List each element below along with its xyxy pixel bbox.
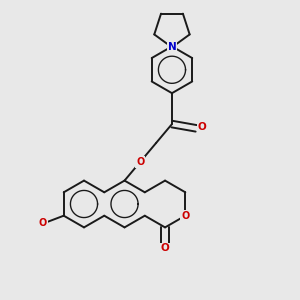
Text: N: N <box>168 42 176 52</box>
Text: O: O <box>198 122 207 132</box>
Text: O: O <box>136 157 145 167</box>
Text: O: O <box>161 243 170 254</box>
Text: O: O <box>181 211 189 221</box>
Text: O: O <box>39 218 47 229</box>
